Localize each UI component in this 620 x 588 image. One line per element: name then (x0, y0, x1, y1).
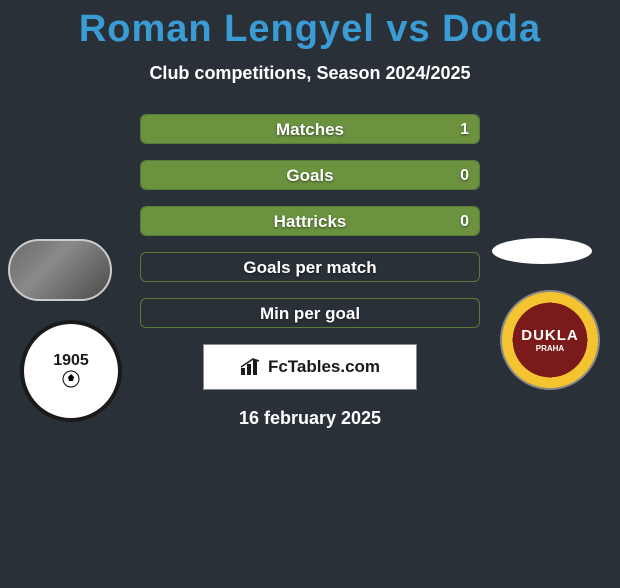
bar-label: Goals (141, 161, 479, 190)
subtitle: Club competitions, Season 2024/2025 (0, 63, 620, 84)
right-club-logo: DUKLA PRAHA (500, 290, 600, 390)
right-club-name: DUKLA (521, 327, 579, 344)
left-club-logo: 1905 (20, 320, 122, 422)
comparison-content: 1905 DUKLA PRAHA Matches1Goals0Hattricks… (0, 114, 620, 429)
fctables-attribution: FcTables.com (203, 344, 417, 390)
stat-bar: Goals0 (140, 160, 480, 190)
bar-label: Goals per match (141, 253, 479, 282)
bar-label: Matches (141, 115, 479, 144)
bar-label: Hattricks (141, 207, 479, 236)
soccer-ball-icon (56, 370, 86, 388)
stat-bars: Matches1Goals0Hattricks0Goals per matchM… (140, 114, 480, 328)
fctables-label: FcTables.com (268, 357, 380, 377)
stat-bar: Min per goal (140, 298, 480, 328)
stat-bar: Goals per match (140, 252, 480, 282)
bar-label: Min per goal (141, 299, 479, 328)
stat-bar: Matches1 (140, 114, 480, 144)
stat-bar: Hattricks0 (140, 206, 480, 236)
left-player-photo (8, 239, 112, 301)
page-title: Roman Lengyel vs Doda (0, 8, 620, 51)
right-club-city: PRAHA (521, 344, 579, 353)
right-player-photo (492, 238, 592, 264)
bar-chart-icon (240, 358, 262, 376)
left-club-year: 1905 (53, 352, 89, 370)
bar-value-right: 1 (460, 115, 469, 144)
bar-value-right: 0 (460, 207, 469, 236)
bar-value-right: 0 (460, 161, 469, 190)
